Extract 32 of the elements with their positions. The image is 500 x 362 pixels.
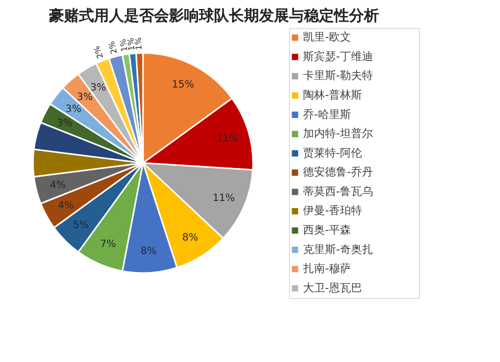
legend-label: 扎南-穆萨 (303, 262, 351, 276)
legend-label: 卡里斯-勒夫特 (303, 69, 373, 82)
legend-label: 蒂莫西-鲁瓦乌 (303, 184, 373, 198)
data-label: 3% (76, 92, 93, 103)
legend-label: 加内特-坦普尔 (303, 127, 373, 140)
data-label: 11% (212, 192, 235, 204)
data-label: 8% (182, 232, 198, 244)
data-label: 2% (106, 40, 119, 55)
legend-label: 凯里-欧文 (303, 30, 351, 44)
data-label: 5% (72, 220, 89, 232)
data-label: 15% (172, 80, 194, 91)
legend-label: 伊曼-香珀特 (303, 204, 362, 218)
legend-label: 德安德鲁-乔丹 (303, 166, 373, 179)
data-label: 1% (134, 36, 144, 50)
data-label: 3% (90, 82, 106, 94)
data-label: 1% (126, 37, 136, 51)
legend-label: 克里斯-奇奥扎 (303, 242, 373, 256)
legend-label: 乔-哈里斯 (303, 108, 351, 121)
data-label: 11% (216, 133, 239, 144)
legend-label: 斯宾瑟-丁维迪 (303, 50, 373, 63)
data-label: 3% (66, 104, 82, 116)
legend-label: 西奥-平森 (303, 224, 351, 236)
legend-label: 陶林-普林斯 (303, 88, 362, 102)
data-label: 4% (58, 200, 74, 212)
data-label: 2% (92, 44, 106, 60)
legend-label: 贾莱特-阿伦 (303, 146, 362, 160)
data-label: 3% (56, 118, 73, 130)
data-label: 8% (140, 246, 156, 257)
data-label: 7% (100, 238, 116, 250)
chart-title: 豪赌式用人是否会影响球队长期发展与稳定性分析 (48, 6, 379, 24)
legend-label: 大卫-恩瓦巴 (303, 281, 362, 294)
data-label: 4% (50, 180, 66, 191)
